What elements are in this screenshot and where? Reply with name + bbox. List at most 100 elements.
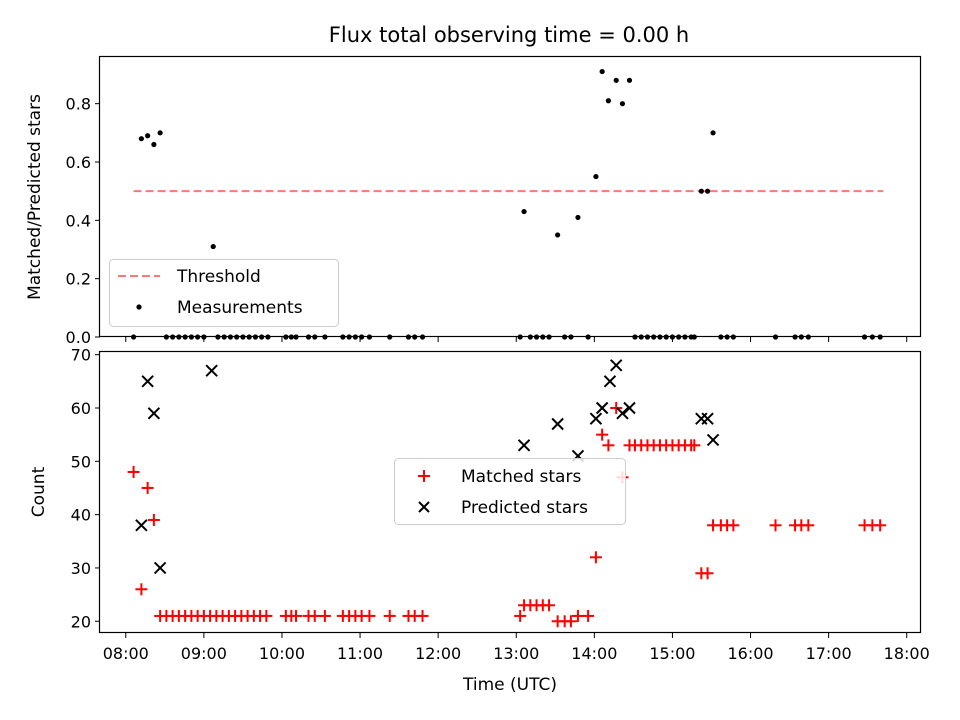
predicted-stars-point bbox=[610, 359, 623, 372]
matched-stars-point bbox=[802, 519, 815, 532]
predicted-stars-point bbox=[551, 417, 564, 431]
matched-legend-label: Matched stars bbox=[461, 467, 581, 487]
measurement-point bbox=[521, 208, 527, 215]
top-legend-box bbox=[109, 259, 339, 327]
top-legend: Threshold Measurements bbox=[109, 259, 339, 327]
measurement-point bbox=[619, 101, 626, 107]
bottom-x-tick-label: 11:00 bbox=[337, 644, 383, 663]
bottom-x-tick-label: 17:00 bbox=[806, 644, 852, 663]
matched-stars-point bbox=[135, 583, 148, 596]
predicted-stars-point bbox=[205, 364, 218, 377]
measurement-point bbox=[599, 68, 605, 75]
bottom-y-tick-label: 50 bbox=[71, 452, 91, 471]
threshold-legend-label: Threshold bbox=[176, 267, 261, 287]
measurement-point bbox=[157, 130, 163, 136]
measurement-point bbox=[613, 77, 619, 83]
matched-stars-point bbox=[260, 609, 273, 622]
matched-stars-point bbox=[589, 551, 602, 564]
matched-stars-point bbox=[290, 609, 303, 622]
measurements-legend-swatch bbox=[136, 304, 142, 310]
matched-stars-point bbox=[308, 609, 321, 622]
matched-stars-point bbox=[543, 599, 556, 612]
matched-stars-point bbox=[141, 481, 154, 494]
matched-stars-point bbox=[769, 519, 782, 532]
bottom-x-tick-label: 12:00 bbox=[415, 644, 461, 663]
measurement-point bbox=[555, 232, 561, 238]
measurement-point bbox=[593, 173, 599, 180]
top-chart-title: Flux total observing time = 0.00 h bbox=[329, 23, 689, 47]
bottom-x-tick-label: 15:00 bbox=[649, 644, 695, 663]
predicted-stars-point bbox=[141, 375, 154, 388]
bottom-y-tick-label: 40 bbox=[71, 506, 91, 525]
bottom-x-tick-label: 18:00 bbox=[884, 644, 930, 663]
predicted-stars-point bbox=[603, 375, 617, 388]
matched-stars-point bbox=[514, 609, 527, 622]
matched-stars-point bbox=[727, 519, 740, 532]
bottom-y-tick-label: 60 bbox=[71, 399, 91, 418]
matched-stars-point bbox=[318, 609, 331, 622]
top-y-axis-label: Matched/Predicted stars bbox=[25, 94, 45, 300]
matched-stars-point bbox=[147, 513, 160, 526]
predicted-stars-point bbox=[595, 401, 609, 415]
bottom-y-tick-label: 70 bbox=[71, 346, 91, 365]
measurements-legend-label: Measurements bbox=[177, 298, 303, 318]
bottom-y-tick-label: 20 bbox=[71, 612, 91, 631]
bottom-x-tick-label: 08:00 bbox=[103, 644, 149, 663]
predicted-stars-point bbox=[153, 561, 167, 575]
predicted-stars-point bbox=[701, 412, 714, 425]
top-y-tick-label: 0.6 bbox=[66, 153, 91, 172]
bottom-x-tick-label: 09:00 bbox=[181, 644, 227, 663]
predicted-legend-label: Predicted stars bbox=[461, 498, 588, 518]
bottom-x-tick-label: 14:00 bbox=[571, 644, 617, 663]
matched-stars-point bbox=[701, 567, 714, 580]
predicted-stars-point bbox=[589, 412, 603, 425]
bottom-y-axis-label: Count bbox=[29, 466, 49, 517]
matched-stars-point bbox=[571, 609, 584, 622]
predicted-stars-point bbox=[135, 519, 148, 532]
top-y-tick-label: 0.2 bbox=[66, 270, 91, 289]
bottom-x-tick-label: 13:00 bbox=[493, 644, 539, 663]
x-axis-label: Time (UTC) bbox=[462, 675, 557, 695]
measurement-point bbox=[626, 77, 633, 83]
top-plot-frame bbox=[98, 55, 922, 338]
measurement-point bbox=[698, 188, 704, 194]
bottom-legend: Matched stars Predicted stars bbox=[394, 458, 626, 525]
bottom-legend-box bbox=[394, 458, 626, 525]
measurement-point bbox=[138, 136, 144, 142]
matched-stars-point bbox=[602, 439, 615, 452]
matched-stars-point bbox=[416, 609, 429, 622]
bottom-y-tick-label: 30 bbox=[71, 559, 91, 578]
measurement-point bbox=[210, 243, 216, 250]
measurement-point bbox=[151, 141, 157, 148]
matched-stars-point bbox=[363, 609, 376, 622]
bottom-x-tick-label: 16:00 bbox=[727, 644, 773, 663]
matched-stars-point bbox=[610, 401, 623, 414]
measurement-point bbox=[710, 130, 716, 136]
matched-stars-point bbox=[564, 615, 577, 628]
matched-stars-point bbox=[688, 439, 701, 452]
bottom-x-tick-label: 10:00 bbox=[259, 644, 305, 663]
measurement-point bbox=[605, 98, 612, 104]
measurement-point bbox=[145, 133, 151, 139]
bottom-axes-layer: 20 30 40 50 60 70 08:00 09:00 10:00 11:00 12:00 13:… bbox=[71, 346, 930, 663]
bottom-marks-layer bbox=[127, 359, 887, 628]
predicted-legend-swatch bbox=[418, 501, 430, 513]
predicted-stars-point bbox=[517, 439, 531, 452]
matched-stars-point bbox=[383, 609, 396, 622]
matched-stars-point bbox=[127, 465, 140, 478]
top-y-tick-label: 0.0 bbox=[66, 328, 91, 347]
predicted-stars-point bbox=[706, 433, 720, 447]
top-axes-layer: 0.0 0.2 0.4 0.6 0.8 bbox=[66, 95, 908, 347]
top-y-tick-label: 0.4 bbox=[66, 211, 91, 230]
matched-stars-point bbox=[582, 609, 595, 622]
measurement-point bbox=[704, 188, 711, 194]
matched-stars-point bbox=[596, 428, 609, 441]
matched-legend-swatch bbox=[418, 470, 430, 482]
predicted-stars-point bbox=[147, 407, 161, 420]
predicted-stars-point bbox=[616, 407, 629, 420]
matched-stars-point bbox=[874, 519, 887, 532]
bottom-plot-frame bbox=[98, 350, 922, 634]
predicted-stars-point bbox=[623, 401, 636, 415]
top-y-tick-label: 0.8 bbox=[66, 95, 91, 114]
